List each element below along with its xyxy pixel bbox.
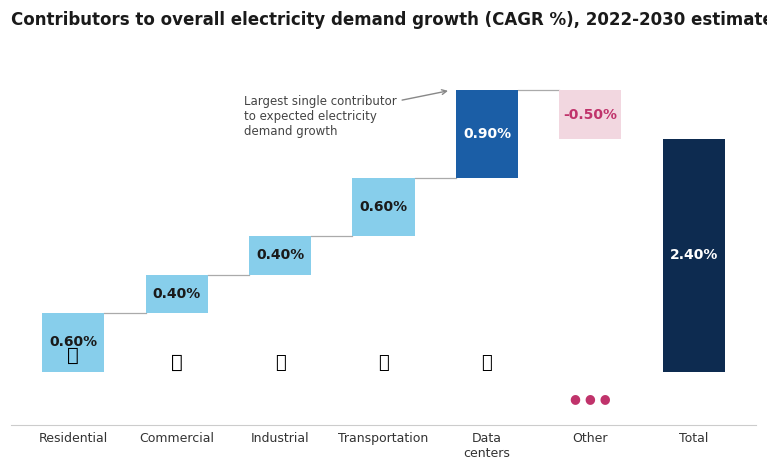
Text: 🚗: 🚗 — [378, 354, 389, 372]
Bar — [353, 178, 414, 236]
Text: 🏭: 🏭 — [275, 354, 285, 372]
Text: 🗄: 🗄 — [482, 354, 492, 372]
Text: 🏠: 🏠 — [67, 346, 79, 365]
Text: 2.40%: 2.40% — [670, 248, 718, 262]
Text: -0.50%: -0.50% — [564, 107, 617, 122]
Bar — [663, 139, 725, 372]
Text: Contributors to overall electricity demand growth (CAGR %), 2022-2030 estimated: Contributors to overall electricity dema… — [11, 11, 767, 29]
Text: Largest single contributor
to expected electricity
demand growth: Largest single contributor to expected e… — [244, 90, 446, 138]
Text: 0.40%: 0.40% — [153, 287, 201, 301]
Bar — [146, 275, 208, 313]
Bar — [249, 236, 311, 275]
Text: 0.90%: 0.90% — [463, 127, 511, 141]
Bar — [559, 90, 621, 139]
Text: ● ● ●: ● ● ● — [570, 392, 611, 405]
Bar — [456, 90, 518, 178]
Text: 0.40%: 0.40% — [256, 248, 304, 262]
Text: 0.60%: 0.60% — [49, 335, 97, 349]
Text: 0.60%: 0.60% — [360, 200, 407, 214]
Text: 🏢: 🏢 — [171, 353, 183, 372]
Bar — [42, 313, 104, 372]
